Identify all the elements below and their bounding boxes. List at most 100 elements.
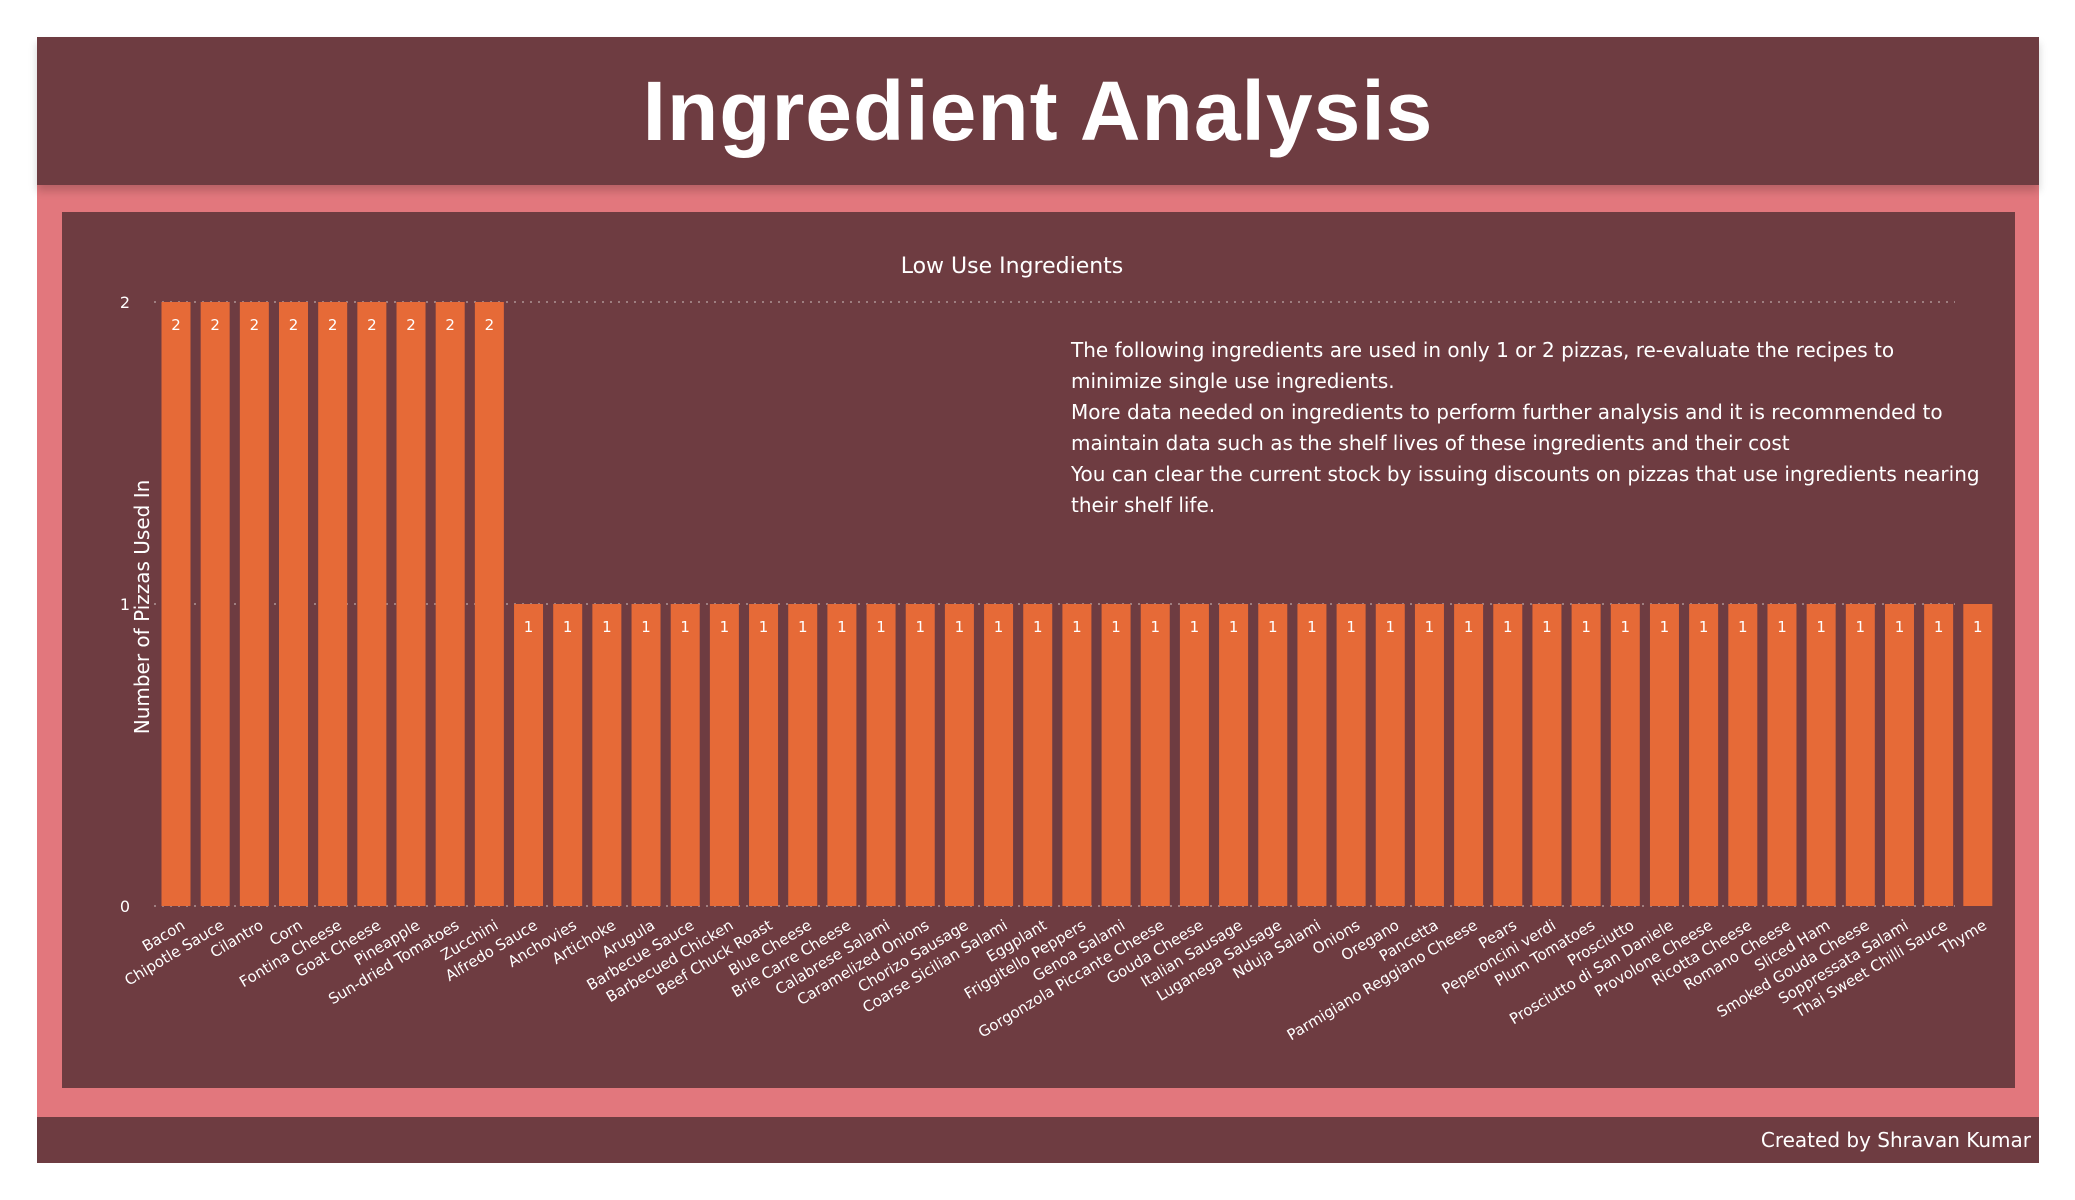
data-label: 2 xyxy=(367,316,377,334)
data-label: 1 xyxy=(1738,618,1748,636)
note-line: You can clear the current stock by issui… xyxy=(1070,462,1980,486)
data-label: 1 xyxy=(1033,618,1043,636)
bar[interactable] xyxy=(239,302,269,906)
bar[interactable] xyxy=(1297,604,1327,906)
bar[interactable] xyxy=(709,604,739,906)
data-label: 1 xyxy=(1934,618,1944,636)
bar[interactable] xyxy=(1845,604,1875,906)
bar[interactable] xyxy=(357,302,387,906)
bar[interactable] xyxy=(670,604,700,906)
data-label: 1 xyxy=(994,618,1004,636)
bar[interactable] xyxy=(279,302,309,906)
data-label: 1 xyxy=(1307,618,1317,636)
data-label: 1 xyxy=(1503,618,1513,636)
y-tick-label: 2 xyxy=(120,293,130,312)
data-label: 2 xyxy=(171,316,181,334)
data-label: 1 xyxy=(1856,618,1866,636)
data-label: 1 xyxy=(1816,618,1826,636)
data-label: 2 xyxy=(210,316,220,334)
bar[interactable] xyxy=(788,604,818,906)
data-label: 1 xyxy=(524,618,534,636)
bar[interactable] xyxy=(1649,604,1679,906)
data-label: 1 xyxy=(1464,618,1474,636)
page-title: Ingredient Analysis xyxy=(642,63,1434,158)
bar[interactable] xyxy=(1532,604,1562,906)
chart-title: Low Use Ingredients xyxy=(901,254,1124,279)
y-axis-title: Number of Pizzas Used In xyxy=(130,480,154,735)
data-label: 1 xyxy=(1581,618,1591,636)
bar[interactable] xyxy=(827,604,857,906)
bar[interactable] xyxy=(553,604,583,906)
bar[interactable] xyxy=(1454,604,1484,906)
bar-chart: Low Use Ingredients 012 2Bacon2Chipotle … xyxy=(120,254,1993,1044)
data-label: 2 xyxy=(289,316,299,334)
data-label: 1 xyxy=(1621,618,1631,636)
bar[interactable] xyxy=(1336,604,1366,906)
bar[interactable] xyxy=(1023,604,1053,906)
bar[interactable] xyxy=(631,604,661,906)
data-label: 1 xyxy=(1973,618,1983,636)
bar[interactable] xyxy=(200,302,230,906)
data-label: 1 xyxy=(602,618,612,636)
data-label: 2 xyxy=(328,316,338,334)
bar[interactable] xyxy=(1219,604,1249,906)
bar[interactable] xyxy=(905,604,935,906)
bar[interactable] xyxy=(514,604,544,906)
bar[interactable] xyxy=(944,604,974,906)
data-label: 1 xyxy=(1229,618,1239,636)
note-line: maintain data such as the shelf lives of… xyxy=(1071,431,1790,455)
bar[interactable] xyxy=(866,604,896,906)
data-label: 1 xyxy=(1385,618,1395,636)
data-label: 1 xyxy=(1150,618,1160,636)
data-label: 1 xyxy=(1777,618,1787,636)
bar[interactable] xyxy=(1062,604,1092,906)
data-label: 1 xyxy=(955,618,965,636)
bar[interactable] xyxy=(984,604,1014,906)
y-tick-label: 0 xyxy=(120,897,130,916)
bar[interactable] xyxy=(1884,604,1914,906)
data-label: 1 xyxy=(876,618,886,636)
data-label: 1 xyxy=(563,618,573,636)
data-label: 1 xyxy=(1542,618,1552,636)
note-line: their shelf life. xyxy=(1071,493,1215,517)
bar[interactable] xyxy=(1963,604,1993,906)
bar[interactable] xyxy=(161,302,191,906)
bar[interactable] xyxy=(1610,604,1640,906)
data-label: 1 xyxy=(1268,618,1278,636)
bar[interactable] xyxy=(474,302,504,906)
bar[interactable] xyxy=(1806,604,1836,906)
bar[interactable] xyxy=(318,302,348,906)
data-label: 1 xyxy=(759,618,769,636)
note-line: The following ingredients are used in on… xyxy=(1070,338,1894,362)
bar[interactable] xyxy=(396,302,426,906)
data-label: 1 xyxy=(1346,618,1356,636)
bar[interactable] xyxy=(749,604,779,906)
data-label: 2 xyxy=(406,316,416,334)
bar[interactable] xyxy=(1767,604,1797,906)
bar[interactable] xyxy=(592,604,622,906)
data-label: 1 xyxy=(1072,618,1082,636)
bar[interactable] xyxy=(1571,604,1601,906)
data-label: 1 xyxy=(1699,618,1709,636)
data-label: 1 xyxy=(798,618,808,636)
bar[interactable] xyxy=(1728,604,1758,906)
footer-bar: Created by Shravan Kumar xyxy=(37,1117,2039,1163)
data-label: 1 xyxy=(720,618,730,636)
data-label: 1 xyxy=(915,618,925,636)
bar[interactable] xyxy=(1375,604,1405,906)
data-label: 2 xyxy=(445,316,455,334)
bar[interactable] xyxy=(1689,604,1719,906)
bar[interactable] xyxy=(1493,604,1523,906)
bar[interactable] xyxy=(1140,604,1170,906)
bar[interactable] xyxy=(1414,604,1444,906)
bar[interactable] xyxy=(1924,604,1954,906)
data-label: 1 xyxy=(1660,618,1670,636)
data-label: 2 xyxy=(485,316,495,334)
bar[interactable] xyxy=(435,302,465,906)
bar[interactable] xyxy=(1258,604,1288,906)
bar[interactable] xyxy=(1101,604,1131,906)
data-label: 1 xyxy=(1111,618,1121,636)
data-label: 1 xyxy=(1895,618,1905,636)
bar[interactable] xyxy=(1179,604,1209,906)
